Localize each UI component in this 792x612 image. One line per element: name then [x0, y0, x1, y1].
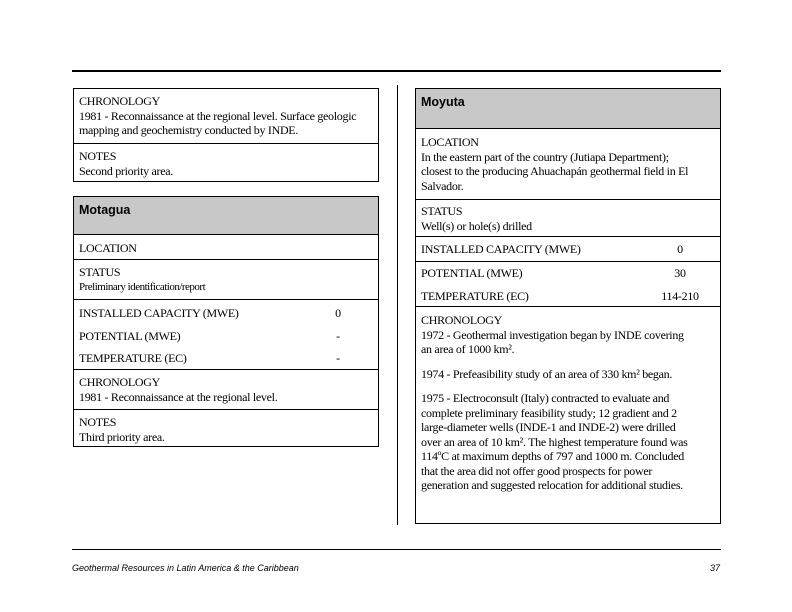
installed-capacity-section: INSTALLED CAPACITY (MWE) 0	[416, 236, 720, 307]
installed-capacity-label: INSTALLED CAPACITY (MWE)	[79, 306, 239, 320]
status-section: STATUS Well(s) or hole(s) drilled	[416, 199, 720, 236]
installed-capacity-value: 0	[335, 306, 341, 320]
notes-section: NOTES Second priority area.	[74, 143, 378, 181]
status-text: Well(s) or hole(s) drilled	[421, 218, 532, 233]
temperature-value: 114-210	[661, 289, 699, 303]
location-text: In the eastern part of the country (Juti…	[421, 149, 689, 193]
top-rule	[72, 70, 721, 72]
location-section: LOCATION	[74, 234, 378, 259]
values-section: POTENTIAL (MWE) 30 TEMPERATURE (ЕC) 114-21…	[416, 261, 720, 306]
notes-label: NOTES	[79, 415, 117, 429]
temperature-value: -	[336, 351, 340, 365]
status-label: STATUS	[421, 204, 463, 218]
location-section: LOCATION In the eastern part of the coun…	[416, 128, 720, 199]
notes-label: NOTES	[79, 149, 117, 163]
chronology-label: CHRONOLOGY	[421, 313, 503, 327]
chronology-text: 1981 - Reconnaissance at the regional le…	[79, 389, 278, 404]
potential-value: -	[336, 329, 340, 343]
notes-text: Second priority area.	[79, 163, 173, 178]
chronology-label: CHRONOLOGY	[79, 375, 161, 389]
potential-label: POTENTIAL (MWE)	[421, 266, 523, 280]
temperature-label: TEMPERATURE (ЕC)	[79, 351, 187, 365]
motagua-header: Motagua	[74, 197, 378, 234]
chronology-section: CHRONOLOGY 1972 - Geothermal investigati…	[416, 306, 720, 523]
status-section: STATUS Preliminary identification/report	[74, 259, 378, 299]
chronology-section: CHRONOLOGY 1981 - Reconnaissance at the …	[74, 369, 378, 409]
temperature-row: TEMPERATURE (ЕC) -	[79, 351, 373, 366]
status-text: Preliminary identification/report	[79, 280, 206, 293]
chronology-label: CHRONOLOGY	[79, 94, 161, 108]
notes-section: NOTES Third priority area.	[74, 409, 378, 446]
column-divider	[397, 85, 398, 525]
installed-capacity-value: 0	[677, 242, 683, 256]
moyuta-box: Moyuta LOCATION In the eastern part of t…	[415, 88, 721, 524]
chronology-item: 1972 - Geothermal investigation began by…	[421, 327, 684, 357]
values-section: INSTALLED CAPACITY (MWE) 0 POTENTIAL (MWE…	[74, 299, 378, 369]
chronology-item: 1974 - Prefeasibility study of an area o…	[421, 366, 673, 381]
installed-capacity-label: INSTALLED CAPACITY (MWE)	[421, 242, 581, 256]
moyuta-header: Moyuta	[416, 89, 720, 128]
location-label: LOCATION	[79, 241, 137, 255]
chronology-text: 1981 - Reconnaissance at the regional le…	[79, 108, 357, 138]
potential-label: POTENTIAL (MWE)	[79, 329, 181, 343]
location-label: LOCATION	[421, 135, 479, 149]
installed-capacity-row: INSTALLED CAPACITY (MWE) 0	[421, 242, 715, 257]
temperature-label: TEMPERATURE (ЕC)	[421, 289, 529, 303]
chronology-item: 1975 - Electroconsult (Italy) contracted…	[421, 391, 688, 492]
footer-title: Geothermal Resources in Latin America & …	[72, 563, 299, 573]
previous-entry-box: CHRONOLOGY 1981 - Reconnaissance at the …	[73, 88, 379, 182]
status-label: STATUS	[79, 265, 121, 279]
motagua-box: Motagua LOCATION STATUS Preliminary iden…	[73, 196, 379, 447]
bottom-rule	[72, 549, 721, 550]
notes-text: Third priority area.	[79, 429, 165, 444]
installed-capacity-row: INSTALLED CAPACITY (MWE) 0	[79, 306, 373, 321]
chronology-section: CHRONOLOGY 1981 - Reconnaissance at the …	[74, 89, 378, 143]
potential-value: 30	[674, 266, 686, 280]
potential-row: POTENTIAL (MWE) -	[79, 329, 373, 344]
potential-row: POTENTIAL (MWE) 30	[421, 266, 715, 281]
page-number: 37	[709, 563, 720, 573]
temperature-row: TEMPERATURE (ЕC) 114-210	[421, 289, 715, 304]
